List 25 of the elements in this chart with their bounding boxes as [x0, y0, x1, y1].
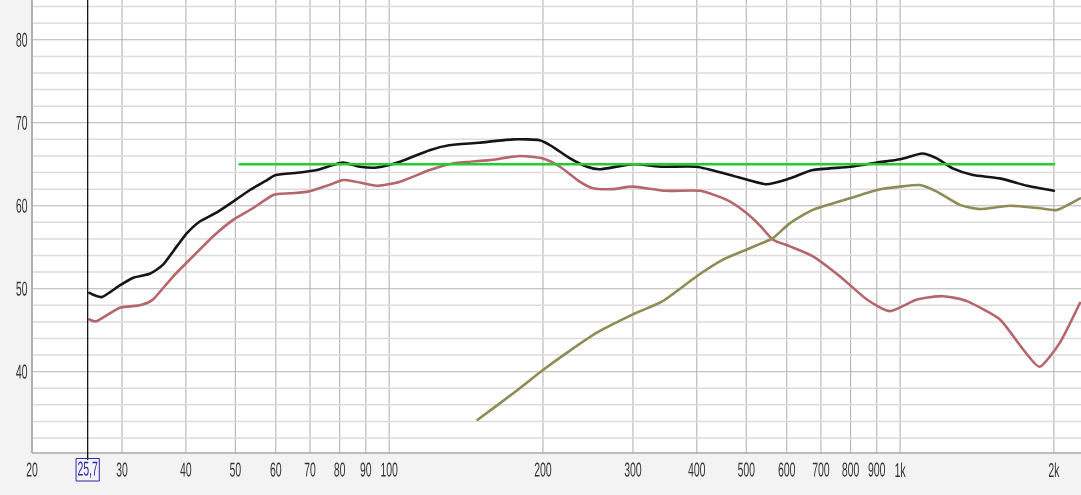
x-tick-label: 800 [842, 462, 859, 477]
x-tick-label: 500 [738, 462, 755, 477]
x-tick-label: 200 [534, 462, 552, 477]
x-tick-label: 80 [334, 462, 346, 477]
x-tick-label: 2k [1048, 462, 1060, 477]
x-tick-label: 50 [230, 462, 241, 477]
x-tick-label: 20 [26, 462, 38, 477]
y-tick-label: 60 [16, 198, 28, 213]
ref-line-label: 25,7 [78, 461, 98, 479]
x-tick-label: 40 [180, 462, 192, 477]
y-tick-label: 40 [16, 364, 28, 379]
x-tick-label: 400 [688, 462, 706, 477]
x-tick-label: 30 [116, 462, 128, 477]
x-tick-label: 700 [812, 462, 830, 477]
x-tick-label: 900 [868, 462, 885, 477]
x-tick-label: 70 [304, 462, 316, 477]
x-tick-label: 1k [895, 462, 906, 477]
x-tick-label: 300 [624, 462, 642, 477]
x-tick-label: 100 [381, 462, 398, 477]
x-tick-label: 90 [360, 462, 372, 477]
y-tick-label: 80 [16, 32, 28, 47]
y-tick-label: 50 [16, 281, 28, 296]
x-tick-label: 60 [270, 462, 282, 477]
x-tick-label: 600 [778, 462, 796, 477]
y-tick-label: 70 [16, 115, 28, 130]
